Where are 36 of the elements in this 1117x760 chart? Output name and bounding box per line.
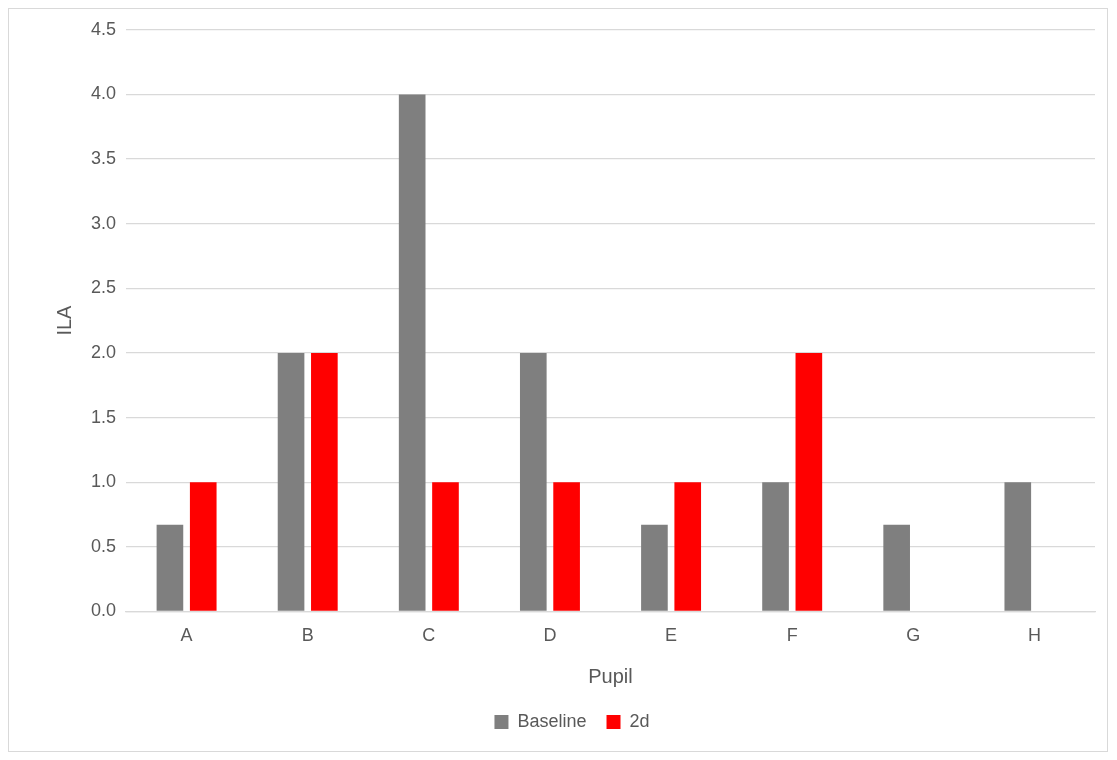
- y-tick-label: 2.0: [90, 341, 117, 362]
- bar: [311, 352, 338, 611]
- bar: [883, 524, 910, 611]
- bar: [156, 524, 184, 611]
- bar: [189, 482, 217, 611]
- bar: [641, 524, 668, 611]
- bar: [762, 482, 789, 611]
- y-tick-label: 1.0: [90, 471, 117, 492]
- bar: [519, 352, 547, 611]
- y-tick-label: 4.5: [90, 18, 117, 39]
- y-axis-title: ILA: [52, 304, 75, 336]
- y-tick-label: 0.0: [90, 600, 117, 621]
- y-tick-label: 3.0: [90, 212, 117, 233]
- bar: [553, 482, 580, 611]
- y-tick-label: 1.5: [90, 406, 117, 427]
- y-tick-label: 3.5: [90, 148, 117, 169]
- x-tick-label: E: [665, 625, 678, 646]
- x-tick-label: G: [906, 625, 921, 646]
- x-tick-label: H: [1027, 625, 1041, 646]
- bar: [1004, 482, 1032, 611]
- x-tick-label: F: [786, 625, 798, 646]
- bar: [795, 352, 823, 611]
- legend-label: Baseline: [517, 710, 587, 731]
- y-tick-label: 4.0: [90, 83, 117, 104]
- x-tick-label: C: [422, 625, 436, 646]
- bar: [277, 352, 305, 611]
- x-tick-label: B: [301, 625, 314, 646]
- x-tick-label: A: [180, 625, 193, 646]
- bar: [398, 94, 426, 611]
- legend-label: 2d: [629, 710, 650, 731]
- bar: [432, 482, 459, 611]
- x-axis-title: Pupil: [588, 664, 633, 687]
- y-tick-label: 0.5: [90, 535, 117, 556]
- bar: [674, 482, 702, 611]
- y-tick-label: 2.5: [90, 277, 117, 298]
- x-tick-label: D: [543, 625, 557, 646]
